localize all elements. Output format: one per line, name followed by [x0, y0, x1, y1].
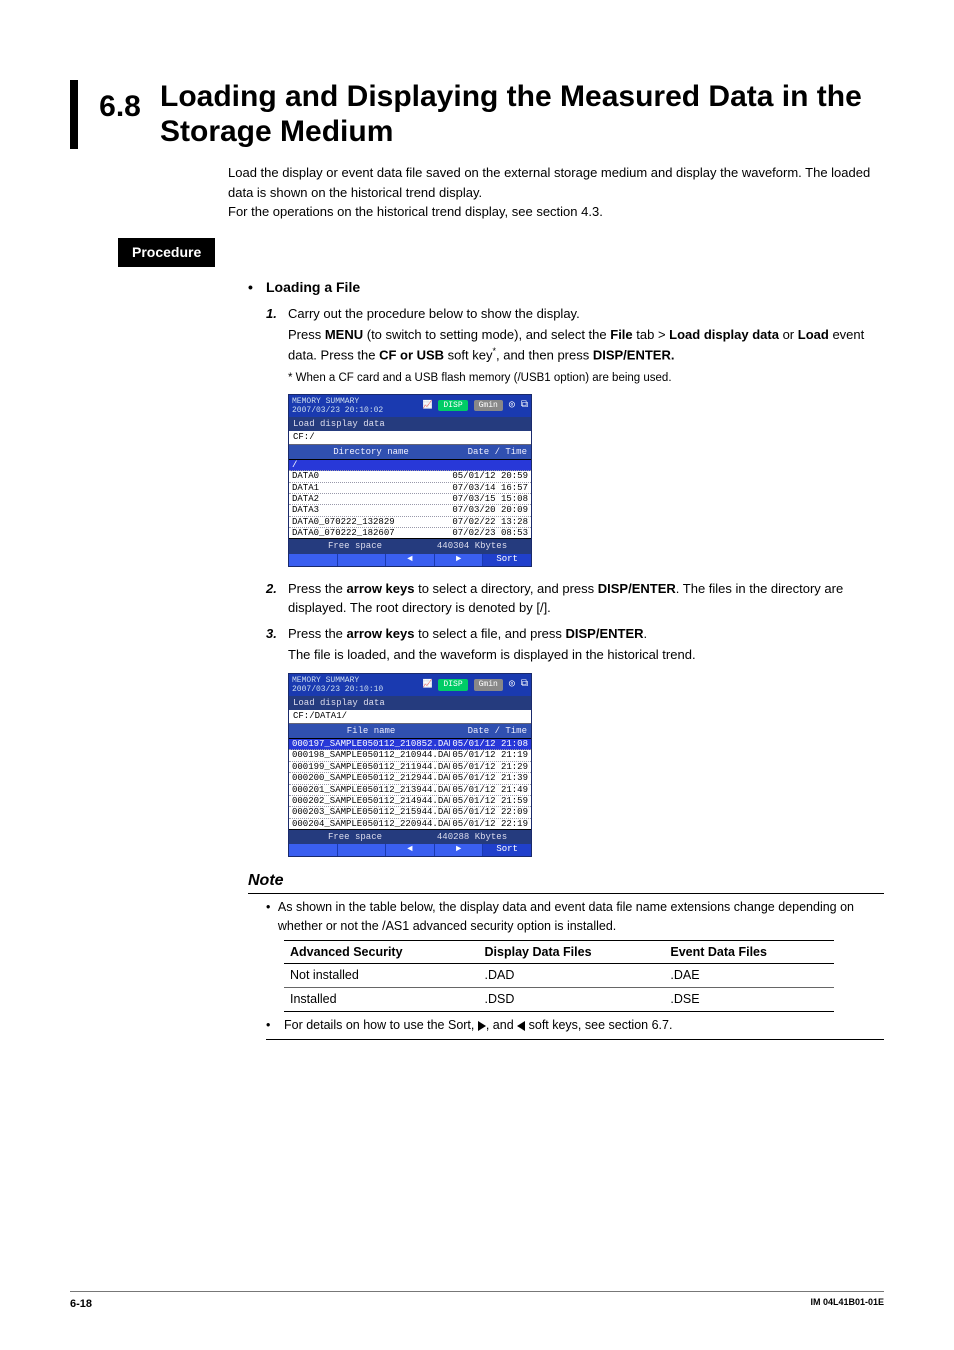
gmin-badge: Gmin	[474, 679, 503, 690]
section-title: Loading and Displaying the Measured Data…	[160, 80, 884, 149]
shot-rows: /DATA005/01/12 20:59DATA107/03/14 16:57D…	[289, 459, 531, 539]
status-icon: ◎ ⧉	[509, 679, 528, 691]
list-item: 000202_SAMPLE050112_214944.DAD05/01/12 2…	[289, 796, 531, 807]
list-item: DATA005/01/12 20:59	[289, 471, 531, 482]
shot-free: Free space 440288 Kbytes	[289, 830, 531, 844]
shot-free: Free space 440304 Kbytes	[289, 539, 531, 553]
step-number: 1.	[266, 304, 288, 367]
step-text: Press the arrow keys to select a directo…	[288, 579, 884, 618]
list-item: DATA0_070222_18260707/02/23 08:53	[289, 528, 531, 538]
screenshot-1: MEMORY SUMMARY2007/03/23 20:10:02 📈 DISP…	[288, 394, 532, 567]
doc-id: IM 04L41B01-01E	[810, 1296, 884, 1313]
shot-titlebar: MEMORY SUMMARY2007/03/23 20:10:02 📈 DISP…	[289, 395, 531, 417]
shot-rows: 000197_SAMPLE050112_210852.DAD05/01/12 2…	[289, 738, 531, 830]
page-footer: 6-18 IM 04L41B01-01E	[70, 1291, 884, 1313]
disp-badge: DISP	[438, 679, 467, 690]
disp-icon: 📈	[422, 680, 432, 689]
list-item: DATA107/03/14 16:57	[289, 483, 531, 494]
table-row: Not installed .DAD .DAE	[284, 964, 834, 988]
content-block: •Loading a File 1. Carry out the procedu…	[266, 277, 884, 1040]
list-item: /	[289, 460, 531, 471]
status-icon: ◎ ⧉	[509, 400, 528, 412]
step-2: 2. Press the arrow keys to select a dire…	[266, 579, 884, 620]
shot-softkeys: ◄►Sort	[289, 844, 531, 856]
page-number: 6-18	[70, 1296, 92, 1313]
intro-block: Load the display or event data file save…	[228, 163, 884, 222]
shot-subtitle: Load display data	[289, 696, 531, 710]
procedure-label: Procedure	[118, 238, 215, 267]
disp-badge: DISP	[438, 400, 467, 411]
list-item: DATA0_070222_13282907/02/22 13:28	[289, 517, 531, 528]
intro-line: Load the display or event data file save…	[228, 163, 884, 202]
step-body: Press the arrow keys to select a file, a…	[288, 624, 884, 667]
table-header: Display Data Files	[479, 940, 665, 964]
step-text: Press the arrow keys to select a file, a…	[288, 624, 884, 644]
step-text: Carry out the procedure below to show th…	[288, 304, 884, 324]
note-bullet: • For details on how to use the Sort, , …	[266, 1016, 884, 1040]
step-1: 1. Carry out the procedure below to show…	[266, 304, 884, 367]
step-number: 3.	[266, 624, 288, 667]
shot-path: CF:/	[289, 431, 531, 444]
list-item: 000203_SAMPLE050112_215944.DAD05/01/12 2…	[289, 807, 531, 818]
table-header: Event Data Files	[664, 940, 834, 964]
step-body: Carry out the procedure below to show th…	[288, 304, 884, 367]
step-number: 2.	[266, 579, 288, 620]
list-item: 000200_SAMPLE050112_212944.DAD05/01/12 2…	[289, 773, 531, 784]
shot-subtitle: Load display data	[289, 417, 531, 431]
list-item: 000204_SAMPLE050112_220944.DAD05/01/12 2…	[289, 819, 531, 829]
list-item: DATA207/03/15 15:08	[289, 494, 531, 505]
note-heading: Note	[248, 869, 884, 894]
gmin-badge: Gmin	[474, 400, 503, 411]
extension-table: Advanced Security Display Data Files Eve…	[284, 940, 834, 1012]
shot-softkeys: ◄►Sort	[289, 554, 531, 566]
shot-titlebar: MEMORY SUMMARY2007/03/23 20:10:10 📈 DISP…	[289, 674, 531, 696]
heading-bar	[70, 80, 78, 149]
table-row: Installed .DSD .DSE	[284, 988, 834, 1012]
screenshot-2: MEMORY SUMMARY2007/03/23 20:10:10 📈 DISP…	[288, 673, 532, 858]
subheading: •Loading a File	[248, 277, 884, 298]
shot-path: CF:/DATA1/	[289, 710, 531, 723]
shot-header: Directory name Date / Time	[289, 445, 531, 459]
disp-icon: 📈	[422, 401, 432, 410]
list-item: DATA307/03/20 20:09	[289, 505, 531, 516]
right-arrow-icon	[478, 1021, 486, 1031]
section-number: 6.8	[80, 80, 160, 129]
left-arrow-icon	[517, 1021, 525, 1031]
step-body: Press the arrow keys to select a directo…	[288, 579, 884, 620]
section-heading: 6.8 Loading and Displaying the Measured …	[70, 80, 884, 149]
note-bullet: • As shown in the table below, the displ…	[266, 898, 884, 936]
step-text: The file is loaded, and the waveform is …	[288, 645, 884, 665]
table-header: Advanced Security	[284, 940, 479, 964]
intro-line: For the operations on the historical tre…	[228, 202, 884, 222]
step-text: Press MENU (to switch to setting mode), …	[288, 325, 884, 364]
note-body: • As shown in the table below, the displ…	[266, 898, 884, 1040]
list-item: 000201_SAMPLE050112_213944.DAD05/01/12 2…	[289, 785, 531, 796]
list-item: 000199_SAMPLE050112_211944.DAD05/01/12 2…	[289, 762, 531, 773]
step-3: 3. Press the arrow keys to select a file…	[266, 624, 884, 667]
footnote: * When a CF card and a USB flash memory …	[288, 370, 884, 387]
list-item: 000198_SAMPLE050112_210944.DAD05/01/12 2…	[289, 750, 531, 761]
shot-header: File name Date / Time	[289, 724, 531, 738]
list-item: 000197_SAMPLE050112_210852.DAD05/01/12 2…	[289, 739, 531, 750]
